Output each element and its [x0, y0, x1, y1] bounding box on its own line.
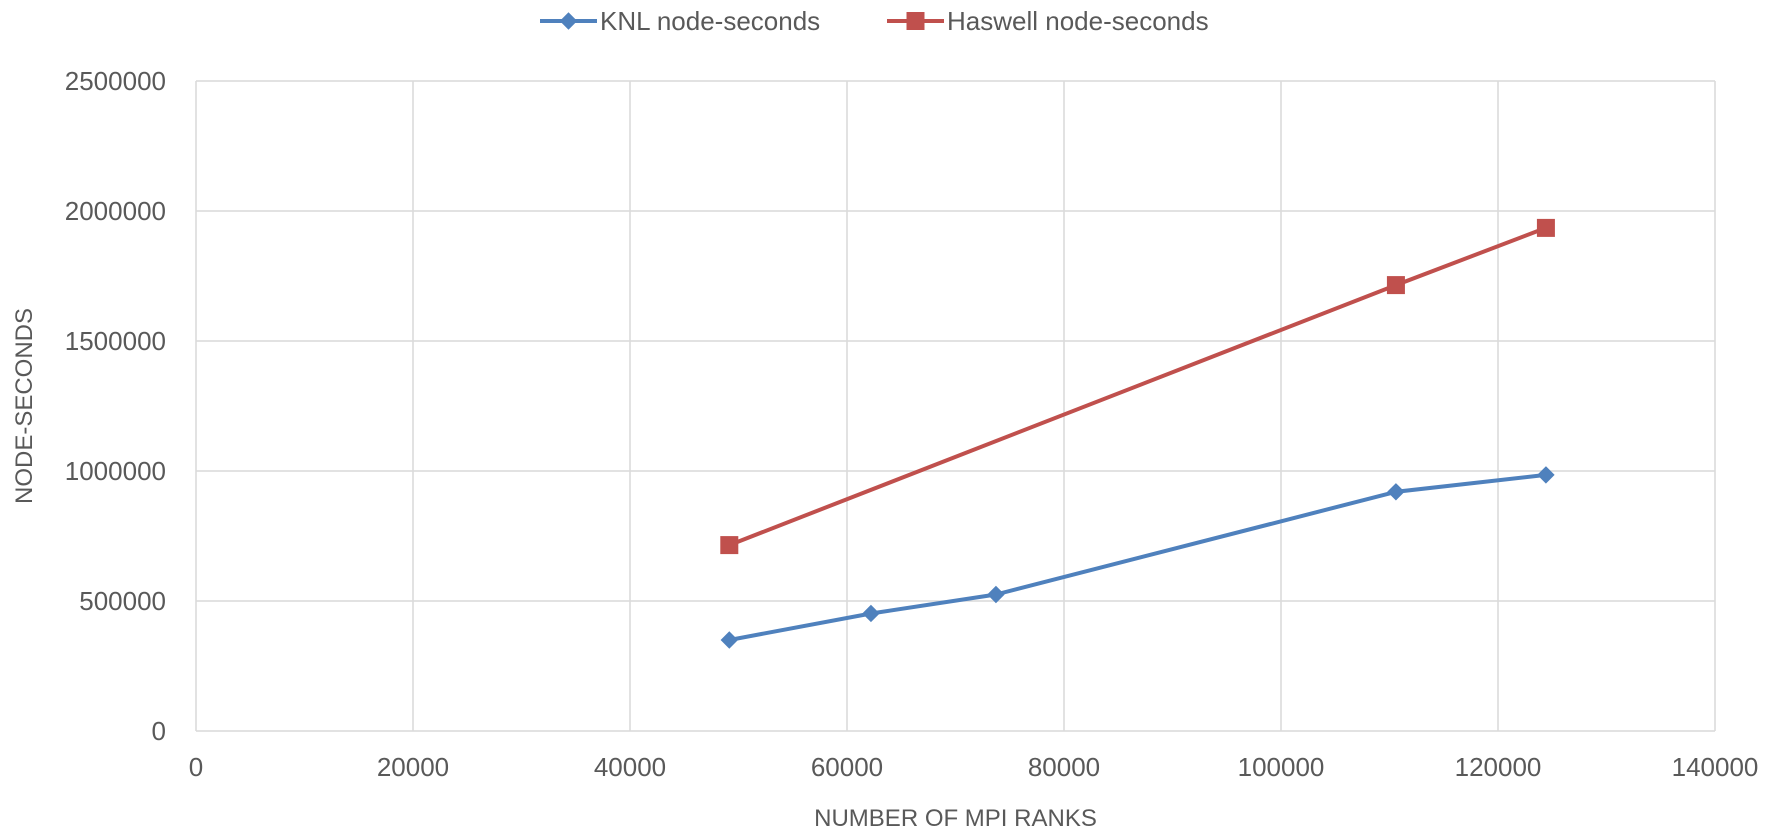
- data-point: [720, 536, 739, 555]
- y-tick-label: 500000: [79, 586, 166, 616]
- y-axis-title: NODE-SECONDS: [11, 308, 38, 504]
- x-axis-title: NUMBER OF MPI RANKS: [814, 805, 1097, 832]
- gridlines: [195, 80, 1716, 732]
- x-axis: 0 20000 40000 60000 80000 100000 120000 140000: [189, 752, 1759, 782]
- x-tick-label: 40000: [594, 752, 666, 782]
- x-tick-label: 80000: [1028, 752, 1100, 782]
- series-layer: [720, 218, 1555, 649]
- series-line: [728, 226, 1547, 547]
- x-tick-label: 120000: [1455, 752, 1542, 782]
- y-tick-label: 1500000: [65, 326, 166, 356]
- legend-marker: [559, 12, 578, 30]
- legend-item: Haswell node-seconds: [887, 6, 1209, 36]
- series-knl: [720, 466, 1555, 649]
- x-tick-label: 100000: [1238, 752, 1325, 782]
- y-axis: 0 500000 1000000 1500000 2000000 2500000: [65, 66, 166, 746]
- y-tick-label: 2500000: [65, 66, 166, 96]
- y-tick-label: 0: [152, 716, 166, 746]
- y-tick-label: 1000000: [65, 456, 166, 486]
- data-point: [1537, 466, 1555, 484]
- legend-marker: [906, 12, 925, 30]
- legend-label: KNL node-seconds: [600, 6, 820, 36]
- data-point: [720, 631, 739, 649]
- data-point: [862, 604, 880, 623]
- legend: KNL node-seconds Haswell node-seconds: [540, 6, 1209, 36]
- x-tick-label: 60000: [811, 752, 883, 782]
- series-line: [728, 472, 1547, 642]
- x-tick-label: 140000: [1672, 752, 1759, 782]
- data-point: [1536, 218, 1555, 237]
- y-tick-label: 2000000: [65, 196, 166, 226]
- legend-item: KNL node-seconds: [540, 6, 820, 36]
- data-point: [1387, 483, 1405, 501]
- x-tick-label: 0: [189, 752, 203, 782]
- series-haswell: [720, 218, 1555, 555]
- data-point: [987, 585, 1005, 604]
- x-tick-label: 20000: [377, 752, 449, 782]
- data-point: [1386, 276, 1405, 295]
- legend-label: Haswell node-seconds: [947, 6, 1209, 36]
